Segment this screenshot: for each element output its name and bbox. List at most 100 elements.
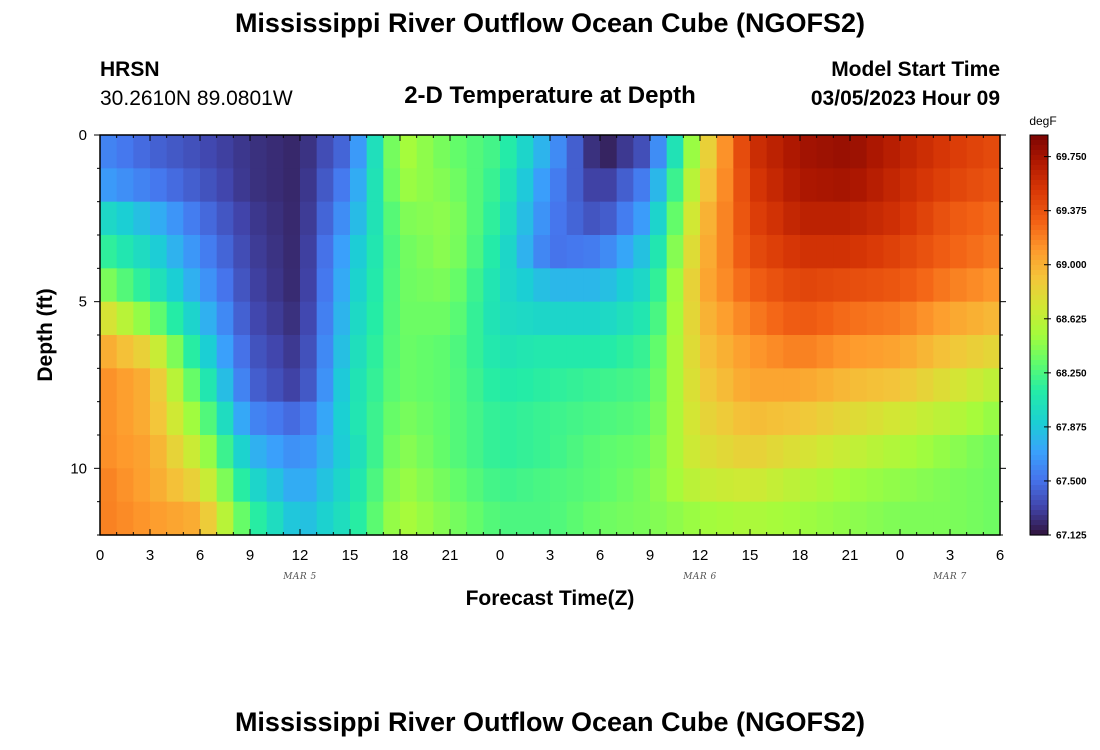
heatmap-cell — [300, 401, 318, 436]
heatmap-cell — [300, 268, 318, 303]
heatmap-cell — [133, 168, 151, 203]
heatmap-cell — [116, 335, 134, 369]
heatmap-cell — [600, 501, 618, 536]
heatmap-cell — [516, 135, 534, 169]
heatmap-cell — [883, 168, 901, 203]
colorbar-band — [1030, 515, 1048, 521]
heatmap-cell — [400, 401, 418, 436]
heatmap-cell — [983, 301, 1001, 336]
heatmap-cell — [533, 201, 551, 236]
heatmap-cell — [250, 335, 268, 369]
x-tick-label: 3 — [146, 547, 154, 564]
heatmap-cell — [900, 468, 918, 503]
heatmap-cell — [650, 235, 668, 269]
heatmap-cell — [650, 268, 668, 303]
heatmap-cell — [800, 368, 818, 403]
heatmap-cell — [950, 435, 968, 469]
colorbar-band — [1030, 195, 1048, 201]
heatmap-cell — [933, 401, 951, 436]
heatmap-cell — [466, 201, 484, 236]
heatmap-cell — [183, 468, 201, 503]
heatmap-cell — [333, 468, 351, 503]
colorbar-band — [1030, 445, 1048, 451]
heatmap-cell — [566, 368, 584, 403]
heatmap-cell — [183, 368, 201, 403]
heatmap-cell — [516, 435, 534, 469]
station-coordinates: 30.2610N 89.0801W — [100, 87, 293, 110]
heatmap-cell — [100, 335, 118, 369]
heatmap-cell — [333, 501, 351, 536]
colorbar-band — [1030, 265, 1048, 271]
heatmap-cell — [600, 201, 618, 236]
heatmap-cell — [950, 368, 968, 403]
heatmap-cell — [700, 301, 718, 336]
x-tick-label: 21 — [842, 547, 859, 564]
heatmap-cell — [200, 168, 218, 203]
heatmap-cell — [316, 401, 334, 436]
heatmap-cell — [983, 435, 1001, 469]
heatmap-cell — [183, 435, 201, 469]
heatmap-cell — [566, 435, 584, 469]
heatmap-cell — [516, 368, 534, 403]
heatmap-cell — [783, 301, 801, 336]
colorbar-band — [1030, 315, 1048, 321]
colorbar-band — [1030, 385, 1048, 391]
heatmap-cell — [233, 135, 251, 169]
heatmap-cell — [450, 301, 468, 336]
heatmap-cell — [333, 435, 351, 469]
heatmap-cell — [216, 235, 234, 269]
heatmap-cell — [266, 168, 284, 203]
heatmap-cell — [733, 268, 751, 303]
colorbar-band — [1030, 160, 1048, 166]
heatmap-cell — [533, 168, 551, 203]
colorbar-band — [1030, 525, 1048, 531]
heatmap-cell — [150, 135, 168, 169]
heatmap-cell — [533, 135, 551, 169]
heatmap-cell — [433, 368, 451, 403]
heatmap-cell — [550, 301, 568, 336]
heatmap-cell — [483, 401, 501, 436]
heatmap-cell — [583, 468, 601, 503]
heatmap-cell — [666, 468, 684, 503]
heatmap-cell — [533, 401, 551, 436]
heatmap-cell — [716, 435, 734, 469]
heatmap-cell — [833, 201, 851, 236]
heatmap-cell — [733, 135, 751, 169]
heatmap-cell — [683, 268, 701, 303]
colorbar-tick-label: 67.875 — [1056, 422, 1087, 433]
heatmap-cell — [466, 268, 484, 303]
colorbar-band — [1030, 220, 1048, 226]
heatmap-cell — [100, 301, 118, 336]
heatmap-cell — [883, 235, 901, 269]
heatmap-cell — [816, 168, 834, 203]
heatmap-cell — [300, 168, 318, 203]
colorbar-band — [1030, 400, 1048, 406]
heatmap-cell — [100, 135, 118, 169]
heatmap-cell — [266, 435, 284, 469]
heatmap-cell — [983, 368, 1001, 403]
heatmap-cell — [466, 401, 484, 436]
heatmap-cell — [266, 201, 284, 236]
heatmap-cell — [383, 335, 401, 369]
heatmap-cell — [916, 268, 934, 303]
heatmap-cell — [950, 235, 968, 269]
x-date-label: MAR 7 — [932, 572, 967, 582]
heatmap-cell — [916, 501, 934, 536]
heatmap-cell — [750, 135, 768, 169]
x-date-label: MAR 5 — [282, 572, 317, 582]
heatmap-cell — [550, 401, 568, 436]
colorbar-band — [1030, 225, 1048, 231]
heatmap-cell — [350, 501, 368, 536]
heatmap-cell — [166, 201, 184, 236]
heatmap-cell — [666, 501, 684, 536]
heatmap-cell — [800, 335, 818, 369]
heatmap-cell — [483, 468, 501, 503]
heatmap-cell — [100, 368, 118, 403]
heatmap-cell — [350, 401, 368, 436]
heatmap-cell — [783, 401, 801, 436]
colorbar-band — [1030, 425, 1048, 431]
heatmap-cell — [166, 368, 184, 403]
heatmap-cell — [883, 468, 901, 503]
heatmap-cell — [450, 401, 468, 436]
colorbar-band — [1030, 310, 1048, 316]
